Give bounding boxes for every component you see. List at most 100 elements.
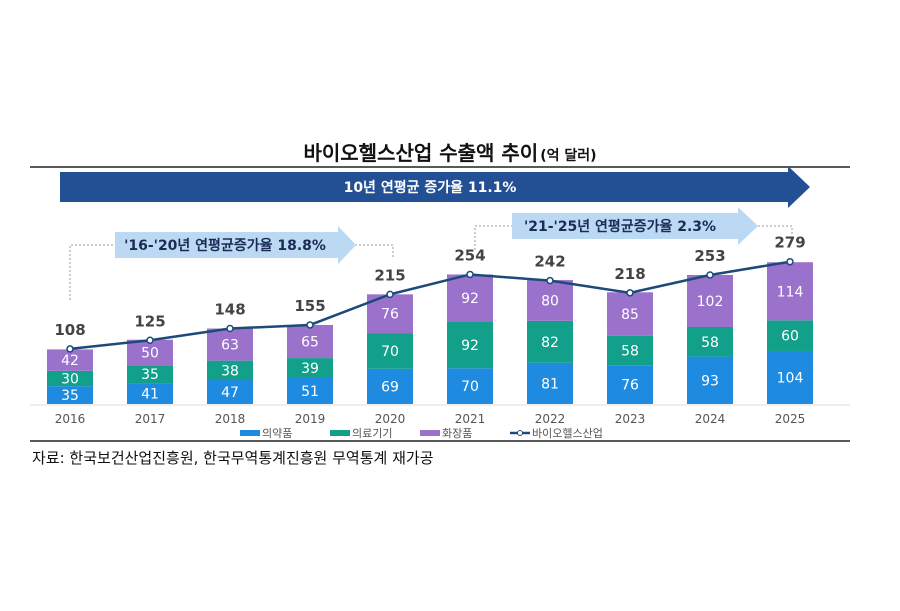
bar-2020-series-0 <box>367 368 413 404</box>
bar-value-label: 102 <box>697 294 724 310</box>
bar-2023-series-2 <box>607 292 653 336</box>
total-label-2021: 254 <box>454 246 485 264</box>
bar-value-label: 47 <box>221 385 239 401</box>
overall-arrow <box>60 166 810 208</box>
bar-value-label: 80 <box>541 293 559 309</box>
bar-2025-series-1 <box>767 320 813 351</box>
bar-value-label: 114 <box>777 284 804 300</box>
bar-value-label: 70 <box>461 379 479 395</box>
line-point-2017 <box>146 336 154 344</box>
legend-swatch-0 <box>240 430 260 436</box>
bar-value-label: 63 <box>221 338 239 354</box>
bar-value-label: 76 <box>381 307 399 323</box>
x-tick-2016: 2016 <box>55 412 86 426</box>
period1-arrow <box>115 226 356 264</box>
bar-2017-series-1 <box>127 365 173 384</box>
period1-growth-label: '16-'20년 연평균증가율 18.8% <box>124 237 326 254</box>
x-tick-2021: 2021 <box>455 412 486 426</box>
total-label-2025: 279 <box>774 234 805 252</box>
line-point-2022 <box>546 276 554 285</box>
bar-value-label: 82 <box>541 335 559 351</box>
total-label-2024: 253 <box>694 247 725 265</box>
bar-2025-series-2 <box>767 262 813 321</box>
line-point-2021 <box>466 270 474 279</box>
bar-2018-series-1 <box>207 360 253 381</box>
total-label-2017: 125 <box>134 312 165 330</box>
period2-bracket <box>474 225 512 250</box>
bar-value-label: 92 <box>461 338 479 354</box>
bar-value-label: 35 <box>141 367 159 383</box>
bar-value-label: 35 <box>61 388 79 404</box>
bar-2018-series-0 <box>207 380 253 404</box>
bar-2018-series-2 <box>207 328 253 361</box>
period2-bracket-end <box>758 225 793 236</box>
bar-2021-series-2 <box>447 274 493 322</box>
bar-value-label: 70 <box>381 344 399 360</box>
x-tick-2025: 2025 <box>775 412 806 426</box>
bar-2022-series-1 <box>527 320 573 363</box>
bar-2025-series-0 <box>767 350 813 404</box>
bar-value-label: 51 <box>301 384 319 400</box>
legend-swatch-1 <box>330 430 350 436</box>
line-point-2024 <box>706 271 714 279</box>
line-point-2019 <box>306 321 314 329</box>
bar-2016-series-2 <box>47 349 93 371</box>
x-tick-2020: 2020 <box>375 412 406 426</box>
total-label-2016: 108 <box>54 321 85 339</box>
legend-label-2: 화장품 <box>442 427 472 440</box>
bar-value-label: 76 <box>621 378 639 394</box>
x-tick-2017: 2017 <box>135 412 166 426</box>
bar-value-label: 60 <box>781 329 799 345</box>
bar-value-label: 69 <box>381 379 399 395</box>
x-tick-2019: 2019 <box>295 412 326 426</box>
period2-growth-label: '21-'25년 연평균증가율 2.3% <box>524 218 716 235</box>
bar-value-label: 38 <box>221 363 239 379</box>
bar-value-label: 85 <box>621 307 639 323</box>
bar-value-label: 50 <box>141 345 159 361</box>
period1-bracket-end <box>355 244 394 258</box>
bar-value-label: 30 <box>61 372 79 388</box>
legend-label-0: 의약품 <box>262 426 292 440</box>
bar-2016-series-1 <box>47 370 93 387</box>
legend-label-1: 의료기기 <box>352 427 392 440</box>
overall-growth-label: 10년 연평균 증가율 11.1% <box>344 179 517 196</box>
total-label-2020: 215 <box>374 266 405 284</box>
bar-2021-series-1 <box>447 321 493 369</box>
bar-2019-series-1 <box>287 358 333 378</box>
bar-value-label: 41 <box>141 387 159 403</box>
legend-swatch-2 <box>420 430 440 436</box>
bar-value-label: 93 <box>701 373 719 389</box>
bar-value-label: 58 <box>701 335 719 351</box>
bar-2024-series-1 <box>687 326 733 357</box>
total-label-2022: 242 <box>534 253 565 271</box>
bar-value-label: 58 <box>621 343 639 359</box>
bar-2023-series-1 <box>607 335 653 366</box>
x-tick-2024: 2024 <box>695 412 726 426</box>
bar-2016-series-0 <box>47 386 93 404</box>
x-tick-2022: 2022 <box>535 412 566 426</box>
bar-2017-series-0 <box>127 383 173 404</box>
legend-line-marker <box>517 430 523 436</box>
period1-bracket <box>69 244 115 300</box>
bar-value-label: 104 <box>777 370 804 386</box>
total-line <box>69 260 791 351</box>
line-point-2016 <box>66 345 74 353</box>
bar-2024-series-2 <box>687 274 733 327</box>
bar-2019-series-0 <box>287 377 333 404</box>
bar-2023-series-0 <box>607 365 653 404</box>
source-note: 자료: 한국보건산업진흥원, 한국무역통계진흥원 무역통계 재가공 <box>32 449 434 467</box>
line-point-2020 <box>386 290 394 299</box>
bar-2019-series-2 <box>287 324 333 359</box>
bar-value-label: 42 <box>61 353 79 369</box>
bar-2021-series-0 <box>447 368 493 404</box>
bar-value-label: 39 <box>301 361 319 377</box>
bar-2022-series-2 <box>527 280 573 321</box>
bar-value-label: 65 <box>301 335 319 351</box>
x-tick-2023: 2023 <box>615 412 646 426</box>
bar-2020-series-1 <box>367 333 413 369</box>
period2-arrow <box>512 207 758 245</box>
x-tick-2018: 2018 <box>215 412 246 426</box>
bar-2022-series-0 <box>527 362 573 404</box>
bar-2024-series-0 <box>687 356 733 404</box>
